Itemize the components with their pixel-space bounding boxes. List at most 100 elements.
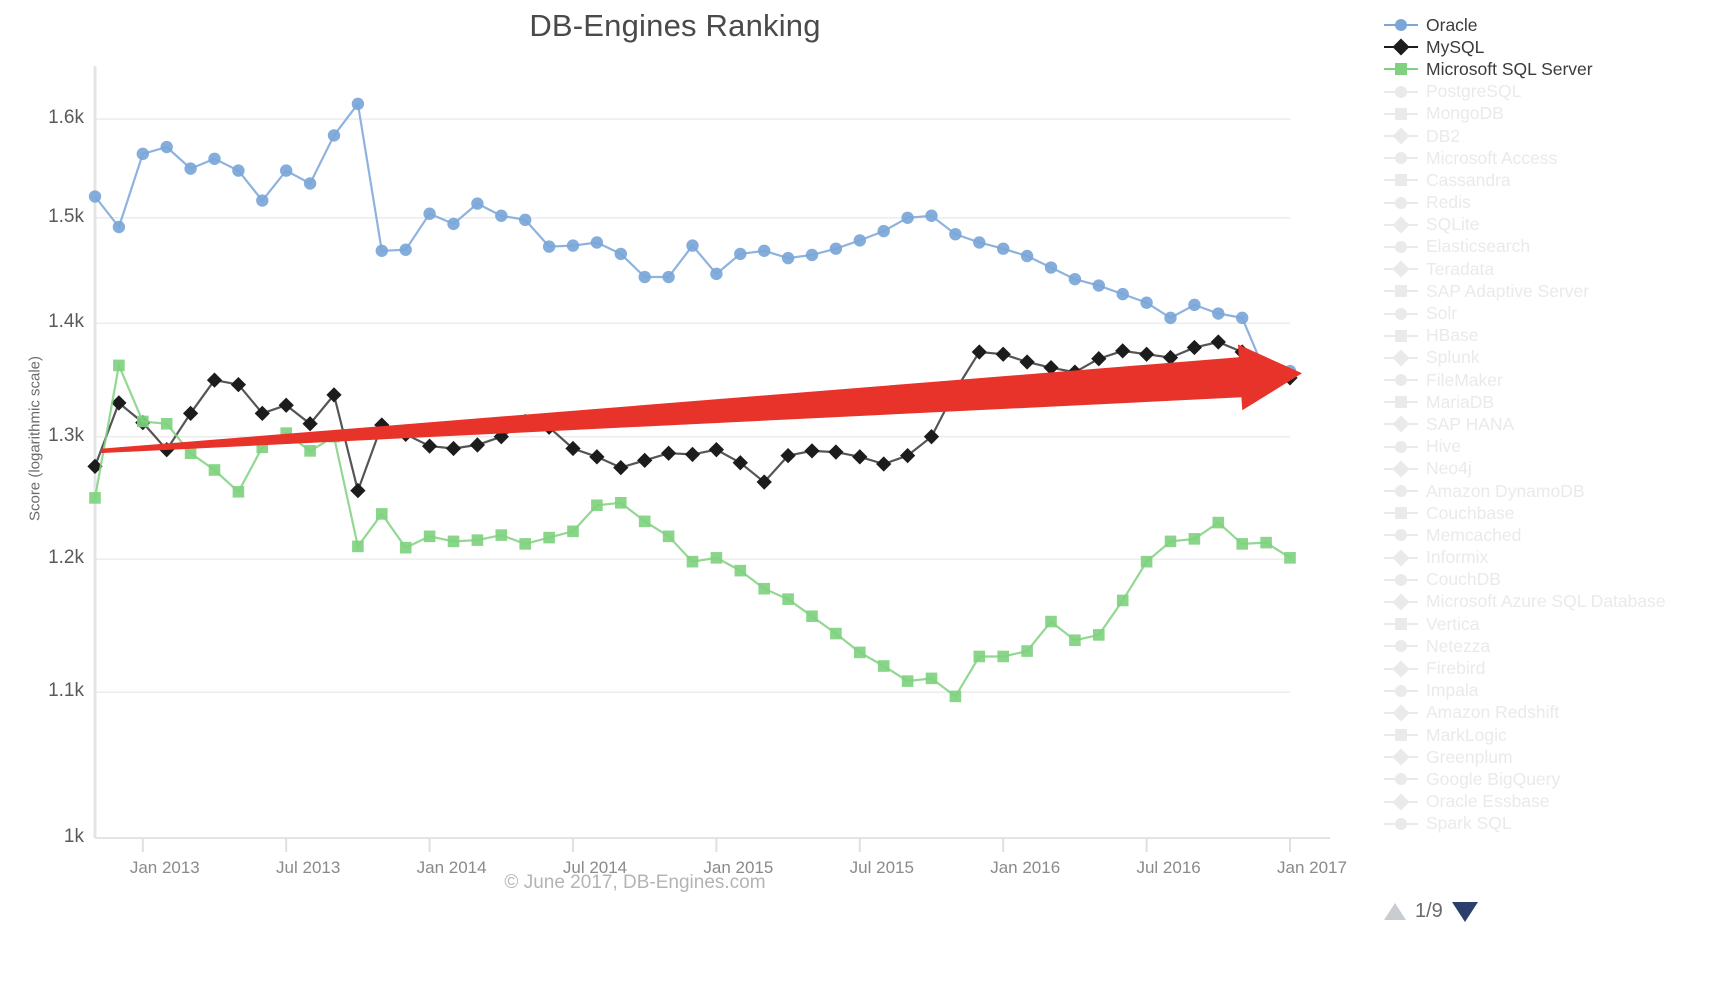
legend-marker-icon xyxy=(1384,307,1418,321)
legend-item-elasticsearch[interactable]: Elasticsearch xyxy=(1384,236,1730,258)
legend-item-label: Amazon Redshift xyxy=(1426,702,1560,723)
legend-item-label: Oracle Essbase xyxy=(1426,791,1550,812)
legend-item-mysql[interactable]: MySQL xyxy=(1384,36,1730,58)
legend-marker-icon xyxy=(1384,817,1418,831)
legend-item-splunk[interactable]: Splunk xyxy=(1384,347,1730,369)
page-indicator: 1/9 xyxy=(1415,900,1443,922)
legend-item-label: MariaDB xyxy=(1426,391,1495,412)
legend-item-microsoft-sql-server[interactable]: Microsoft SQL Server xyxy=(1384,58,1730,80)
legend-item-memcached[interactable]: Memcached xyxy=(1384,524,1730,546)
legend-item-couchdb[interactable]: CouchDB xyxy=(1384,569,1730,591)
legend-item-label: Microsoft SQL Server xyxy=(1426,58,1593,79)
legend-item-neo4j[interactable]: Neo4j xyxy=(1384,458,1730,480)
legend-item-cassandra[interactable]: Cassandra xyxy=(1384,169,1730,191)
legend-item-hive[interactable]: Hive xyxy=(1384,436,1730,458)
legend-marker-icon xyxy=(1384,260,1418,278)
legend-item-vertica[interactable]: Vertica xyxy=(1384,613,1730,635)
legend-item-label: FileMaker xyxy=(1426,369,1503,390)
legend-item-label: Microsoft Access xyxy=(1426,147,1558,168)
legend-item-label: Cassandra xyxy=(1426,169,1511,190)
legend-item-postgresql[interactable]: PostgreSQL xyxy=(1384,81,1730,103)
chart-legend[interactable]: Oracle MySQL Microsoft SQL Server PostgreSQ… xyxy=(1384,14,1730,844)
legend-item-label: Greenplum xyxy=(1426,746,1513,767)
legend-item-firebird[interactable]: Firebird xyxy=(1384,657,1730,679)
legend-item-google-bigquery[interactable]: Google BigQuery xyxy=(1384,768,1730,790)
legend-item-label: Informix xyxy=(1426,547,1489,568)
y-tick-label: 1k xyxy=(63,826,84,847)
chart-watermark: © June 2017, DB-Engines.com xyxy=(504,872,766,893)
legend-marker-icon xyxy=(1384,62,1418,76)
legend-item-informix[interactable]: Informix xyxy=(1384,547,1730,569)
legend-item-greenplum[interactable]: Greenplum xyxy=(1384,746,1730,768)
legend-marker-icon xyxy=(1384,349,1418,367)
y-tick-label: 1.3k xyxy=(48,424,84,446)
legend-item-mariadb[interactable]: MariaDB xyxy=(1384,391,1730,413)
legend-marker-icon xyxy=(1384,506,1418,520)
legend-marker-icon xyxy=(1384,748,1418,766)
legend-item-label: CouchDB xyxy=(1426,569,1501,590)
x-tick-label: Jul 2014 xyxy=(562,858,628,877)
legend-item-marklogic[interactable]: MarkLogic xyxy=(1384,724,1730,746)
legend-marker-icon xyxy=(1384,573,1418,587)
legend-marker-icon xyxy=(1384,329,1418,343)
legend-marker-icon xyxy=(1384,284,1418,298)
legend-item-microsoft-access[interactable]: Microsoft Access xyxy=(1384,147,1730,169)
y-tick-label: 1.2k xyxy=(48,547,84,569)
legend-item-impala[interactable]: Impala xyxy=(1384,680,1730,702)
legend-item-label: Vertica xyxy=(1426,613,1480,634)
legend-item-sap-adaptive-server[interactable]: SAP Adaptive Server xyxy=(1384,280,1730,302)
legend-item-netezza[interactable]: Netezza xyxy=(1384,635,1730,657)
legend-item-label: Couchbase xyxy=(1426,502,1515,523)
x-tick-label: Jan 2013 xyxy=(129,858,200,877)
legend-marker-icon xyxy=(1384,772,1418,786)
legend-item-label: Redis xyxy=(1426,192,1471,213)
legend-item-label: Firebird xyxy=(1426,658,1486,679)
legend-item-label: Splunk xyxy=(1426,347,1480,368)
legend-item-teradata[interactable]: Teradata xyxy=(1384,258,1730,280)
y-tick-label: 1.5k xyxy=(48,205,84,227)
x-tick-label: Jul 2013 xyxy=(276,858,341,877)
page-title: DB-Engines Ranking xyxy=(529,8,821,43)
legend-marker-icon xyxy=(1384,38,1418,56)
legend-item-label: DB2 xyxy=(1426,125,1461,146)
legend-item-label: Amazon DynamoDB xyxy=(1426,480,1585,501)
legend-marker-icon xyxy=(1384,684,1418,698)
legend-item-label: Microsoft Azure SQL Database xyxy=(1426,591,1666,612)
legend-item-label: Teradata xyxy=(1426,258,1495,279)
x-tick-label: Jan 2015 xyxy=(703,858,774,877)
legend-marker-icon xyxy=(1384,196,1418,210)
legend-item-label: PostgreSQL xyxy=(1426,81,1522,102)
legend-item-microsoft-azure-sql-database[interactable]: Microsoft Azure SQL Database xyxy=(1384,591,1730,613)
legend-marker-icon xyxy=(1384,373,1418,387)
triangle-down-icon[interactable] xyxy=(1451,901,1478,922)
legend-pager[interactable]: 1/9 xyxy=(1384,900,1478,923)
legend-item-couchbase[interactable]: Couchbase xyxy=(1384,502,1730,524)
x-tick-label: Jan 2017 xyxy=(1277,858,1347,877)
legend-item-db2[interactable]: DB2 xyxy=(1384,125,1730,147)
legend-item-mongodb[interactable]: MongoDB xyxy=(1384,103,1730,125)
legend-marker-icon xyxy=(1384,415,1418,433)
x-tick-label: Jul 2016 xyxy=(1136,858,1201,877)
legend-marker-icon xyxy=(1384,704,1418,722)
legend-item-hbase[interactable]: HBase xyxy=(1384,325,1730,347)
legend-item-filemaker[interactable]: FileMaker xyxy=(1384,369,1730,391)
legend-item-spark-sql[interactable]: Spark SQL xyxy=(1384,813,1730,835)
legend-item-label: MarkLogic xyxy=(1426,724,1507,745)
legend-item-sqlite[interactable]: SQLite xyxy=(1384,214,1730,236)
legend-marker-icon xyxy=(1384,395,1418,409)
legend-item-solr[interactable]: Solr xyxy=(1384,302,1730,324)
legend-marker-icon xyxy=(1384,173,1418,187)
legend-marker-icon xyxy=(1384,593,1418,611)
legend-item-sap-hana[interactable]: SAP HANA xyxy=(1384,413,1730,435)
x-tick-label: Jan 2016 xyxy=(990,858,1061,877)
y-tick-label: 1.6k xyxy=(48,107,84,129)
triangle-up-icon[interactable] xyxy=(1384,903,1406,920)
legend-item-redis[interactable]: Redis xyxy=(1384,192,1730,214)
legend-marker-icon xyxy=(1384,660,1418,678)
x-tick-label: Jan 2014 xyxy=(416,858,487,877)
legend-item-oracle[interactable]: Oracle xyxy=(1384,14,1730,36)
legend-item-amazon-dynamodb[interactable]: Amazon DynamoDB xyxy=(1384,480,1730,502)
legend-item-oracle-essbase[interactable]: Oracle Essbase xyxy=(1384,791,1730,813)
legend-item-amazon-redshift[interactable]: Amazon Redshift xyxy=(1384,702,1730,724)
